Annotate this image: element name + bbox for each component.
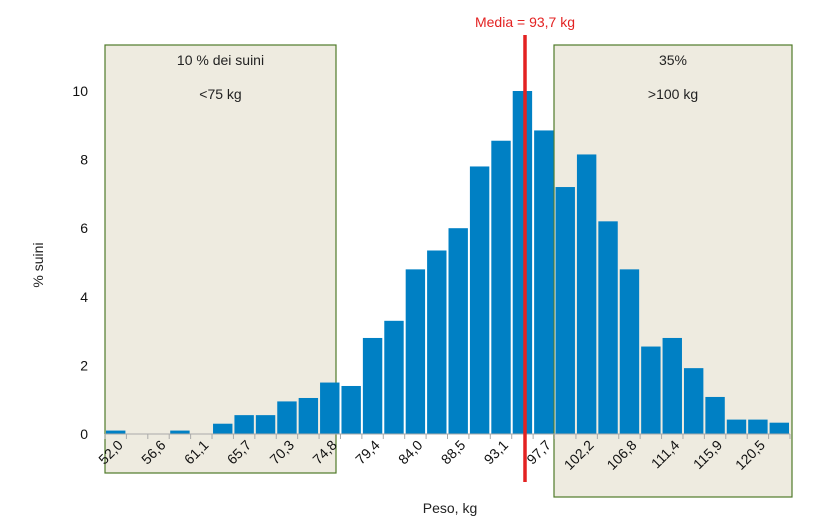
x-axis-title: Peso, kg — [422, 500, 478, 516]
y-tick-label: 8 — [80, 152, 88, 168]
bar — [576, 154, 597, 434]
y-tick-label: 6 — [80, 220, 88, 236]
bar — [320, 382, 340, 434]
x-tick-label: 84,0 — [395, 437, 426, 468]
bar — [427, 250, 447, 434]
right-box-label-1: 35% — [658, 52, 688, 68]
bar — [170, 430, 190, 434]
bar — [234, 415, 254, 434]
bar — [298, 397, 319, 434]
bar — [341, 385, 361, 434]
y-tick-label: 0 — [80, 426, 88, 442]
bar — [384, 320, 404, 434]
bar — [405, 269, 426, 434]
bar — [769, 422, 789, 434]
bar — [598, 221, 618, 434]
bar — [491, 140, 511, 435]
bar — [619, 269, 640, 434]
y-tick-label: 4 — [80, 289, 88, 305]
bar — [726, 419, 747, 434]
y-axis-title: % suini — [30, 242, 46, 288]
left-box-label-2: <75 kg — [199, 86, 242, 102]
y-tick-label: 10 — [72, 83, 88, 99]
bar — [683, 368, 704, 434]
x-tick-label: 79,4 — [352, 437, 383, 468]
x-tick-label: 88,5 — [438, 437, 469, 468]
bar — [277, 401, 297, 434]
x-tick-label: 97,7 — [523, 437, 554, 468]
bar — [748, 419, 768, 434]
bar — [213, 423, 233, 434]
bar — [255, 415, 276, 434]
bar — [705, 396, 725, 434]
mean-label: Media = 93,7 kg — [474, 14, 575, 30]
bar — [512, 91, 533, 434]
bar — [662, 337, 682, 434]
bar — [106, 430, 126, 434]
right-box-label-2: >100 kg — [647, 86, 699, 102]
left-box — [104, 44, 337, 474]
bar — [362, 337, 383, 434]
bar — [641, 346, 661, 434]
bar — [555, 187, 575, 434]
bar — [534, 130, 554, 434]
left-box-label-1: 10 % dei suini — [176, 52, 265, 68]
y-tick-label: 2 — [80, 357, 88, 373]
bar — [469, 166, 490, 434]
x-tick-label: 93,1 — [481, 437, 512, 468]
bar — [448, 228, 468, 434]
